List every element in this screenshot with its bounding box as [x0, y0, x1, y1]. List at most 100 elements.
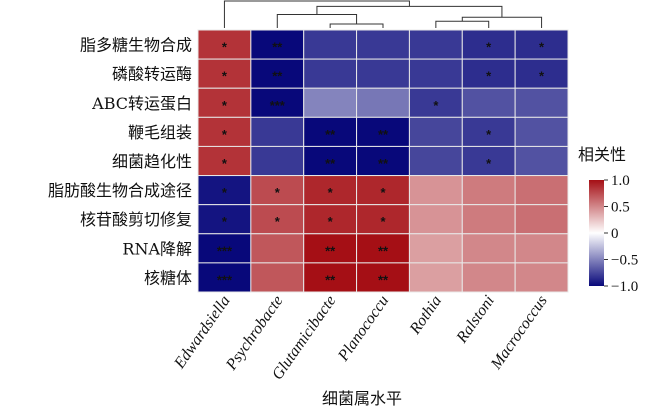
heatmap-cell — [356, 29, 410, 60]
heatmap-cell — [303, 175, 358, 206]
significance-mark: * — [222, 69, 228, 84]
legend-tick-label: 0.5 — [611, 200, 630, 216]
heatmap-cell — [303, 116, 358, 147]
heatmap-cell — [461, 116, 516, 147]
significance-mark: * — [539, 69, 545, 84]
heatmap-cell — [514, 145, 569, 177]
significance-mark: * — [486, 40, 492, 55]
heatmap-cell — [356, 262, 410, 293]
significance-mark: ** — [378, 156, 389, 171]
significance-mark: * — [328, 214, 334, 229]
heatmap-cell — [303, 58, 358, 89]
row-label: 鞭毛组装 — [128, 123, 192, 142]
heatmap-cell — [408, 233, 463, 264]
significance-mark: *** — [217, 272, 233, 287]
significance-mark: *** — [270, 98, 286, 113]
heatmap-cell — [408, 145, 463, 177]
heatmap-cell — [408, 204, 463, 235]
heatmap-cell — [250, 233, 305, 264]
dendrogram-branch — [435, 20, 490, 28]
dendrogram-branch — [461, 16, 543, 28]
heatmap-cell — [356, 233, 410, 264]
significance-mark: ** — [378, 243, 389, 258]
significance-mark: * — [222, 127, 228, 142]
column-labels: EdwardsiellaPsychrobacteGlutamicibactePl… — [171, 293, 551, 384]
heatmap-cell — [303, 262, 358, 293]
heatmap-cell — [197, 87, 252, 118]
heatmap-cell — [197, 175, 252, 206]
row-label: 磷酸转运酶 — [112, 65, 192, 84]
significance-mark: ** — [378, 127, 389, 142]
heatmap-cell — [356, 87, 410, 118]
heatmap-cell — [303, 87, 358, 118]
dendrogram-branch — [329, 23, 384, 28]
heatmap-cell — [250, 29, 305, 60]
column-label: Ralstoni — [453, 293, 498, 347]
heatmap-cell — [303, 233, 358, 264]
heatmap-cell — [408, 58, 463, 89]
heatmap-cell — [461, 58, 516, 89]
significance-mark: ** — [325, 127, 336, 142]
row-label: 核苷酸剪切修复 — [80, 210, 192, 229]
heatmap-cell — [461, 233, 516, 264]
significance-mark: * — [222, 40, 228, 55]
column-dendrogram — [223, 0, 543, 28]
dendrogram-branch — [276, 14, 358, 28]
significance-mark: ** — [325, 272, 336, 287]
heatmap-cell — [303, 29, 358, 60]
dendrogram-branch — [223, 0, 410, 28]
legend-ticks: 1.0 0.5 0 −0.5 −1.0 — [604, 173, 638, 295]
row-label: 脂肪酸生物合成途径 — [48, 181, 192, 200]
legend-tick-label: −0.5 — [611, 253, 638, 269]
row-label: 脂多糖生物合成 — [80, 36, 192, 55]
significance-mark: * — [380, 214, 386, 229]
heatmap-cell — [250, 262, 305, 293]
significance-mark: * — [486, 156, 492, 171]
heatmap-cell — [514, 58, 569, 89]
significance-mark: ** — [272, 40, 283, 55]
heatmap-cell — [250, 175, 305, 206]
x-axis-title: 细菌属水平 — [322, 389, 402, 408]
significance-mark: * — [222, 98, 228, 113]
significance-mark: * — [222, 185, 228, 200]
significance-mark: ** — [325, 243, 336, 258]
heatmap-cells — [197, 29, 569, 293]
row-label: ABC转运蛋白 — [91, 94, 192, 113]
heatmap-cell — [514, 175, 569, 206]
dendrogram-branch — [316, 5, 503, 18]
heatmap-cell — [250, 145, 305, 177]
heatmap-cell — [461, 204, 516, 235]
heatmap-cell — [197, 145, 252, 177]
legend-tick-label: −1.0 — [611, 279, 638, 295]
significance-marks: * ** * ** ** * ** *** ** ** ** ** ** ** ** * * ** * * **** **… — [217, 40, 545, 288]
heatmap-cell — [408, 175, 463, 206]
significance-mark: * — [275, 185, 281, 200]
heatmap-cell — [514, 29, 569, 60]
row-label: 核糖体 — [144, 268, 192, 287]
heatmap-cell — [356, 58, 410, 89]
significance-mark: * — [328, 185, 334, 200]
heatmap-cell — [514, 204, 569, 235]
significance-mark: * — [486, 127, 492, 142]
heatmap-cell — [461, 262, 516, 293]
heatmap-cell — [408, 116, 463, 147]
row-label: 细菌趋化性 — [112, 152, 192, 171]
heatmap-cell — [461, 145, 516, 177]
heatmap-cell — [197, 262, 252, 293]
heatmap-cell — [408, 29, 463, 60]
heatmap-cell — [250, 58, 305, 89]
column-label: Macrococcus — [487, 293, 551, 374]
heatmap-cell — [250, 116, 305, 147]
column-label: Planococcu — [334, 293, 392, 365]
legend-tick-label: 0 — [611, 226, 619, 242]
significance-mark: * — [433, 98, 439, 113]
heatmap-cell — [514, 87, 569, 118]
heatmap-cell — [461, 87, 516, 118]
significance-mark: *** — [217, 243, 233, 258]
heatmap-cell — [514, 262, 569, 293]
row-label: RNA降解 — [122, 239, 192, 258]
legend-title: 相关性 — [578, 145, 626, 164]
significance-mark: * — [222, 214, 228, 229]
